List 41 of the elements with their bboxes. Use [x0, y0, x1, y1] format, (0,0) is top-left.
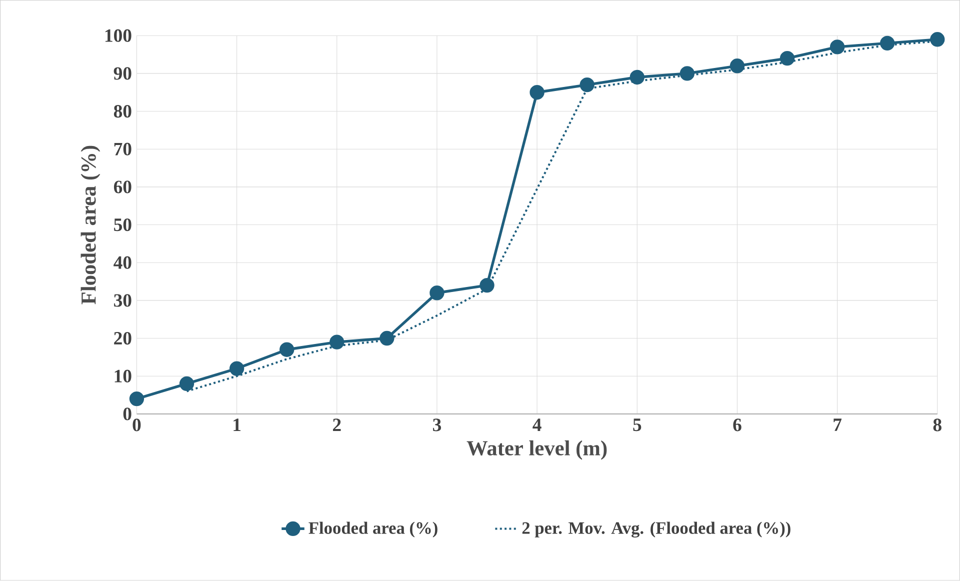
x-axis-title: Water level (m) — [466, 440, 607, 460]
point — [430, 286, 444, 300]
y-tick-label: 70 — [114, 142, 132, 156]
point — [780, 51, 795, 66]
point — [830, 40, 845, 54]
y-tick-label: 20 — [114, 332, 132, 345]
legend-label: Flooded area (%) — [308, 522, 438, 538]
x-tick-label: 4 — [532, 418, 542, 432]
x-tick-label: 1 — [234, 418, 241, 432]
x-tick-label: 6 — [733, 418, 742, 432]
point — [129, 392, 144, 406]
point — [380, 331, 394, 346]
point — [330, 334, 344, 350]
x-tick-label: 0 — [132, 418, 141, 432]
y-tick-label: 60 — [114, 180, 132, 194]
y-tick-label: 50 — [114, 218, 132, 232]
y-tick-label: 80 — [114, 105, 132, 118]
point — [730, 58, 745, 74]
x-tick-label: 8 — [933, 418, 942, 432]
y-tick-label: 40 — [114, 256, 132, 270]
x-tick-label: 3 — [433, 418, 442, 432]
y-axis-title: Flooded area (%) — [80, 146, 100, 304]
point — [480, 278, 494, 293]
point — [179, 376, 194, 392]
point — [880, 36, 895, 51]
point — [930, 32, 945, 47]
y-tick-label: 10 — [114, 370, 132, 383]
point — [680, 66, 695, 81]
legend-label: 2 per. Mov. Avg. (Flooded area (%)) — [522, 522, 790, 538]
y-tick-label: 30 — [114, 294, 132, 307]
y-tick-label: 0 — [123, 408, 132, 420]
point — [580, 78, 594, 92]
point — [229, 361, 244, 376]
point — [530, 85, 544, 100]
x-tick-label: 7 — [834, 418, 842, 432]
x-tick-label: 2 — [332, 418, 341, 432]
y-tick-label: 90 — [114, 67, 132, 80]
point — [280, 342, 294, 358]
y-tick-label: 100 — [105, 29, 132, 42]
point — [630, 70, 644, 85]
x-tick-label: 5 — [633, 418, 642, 432]
